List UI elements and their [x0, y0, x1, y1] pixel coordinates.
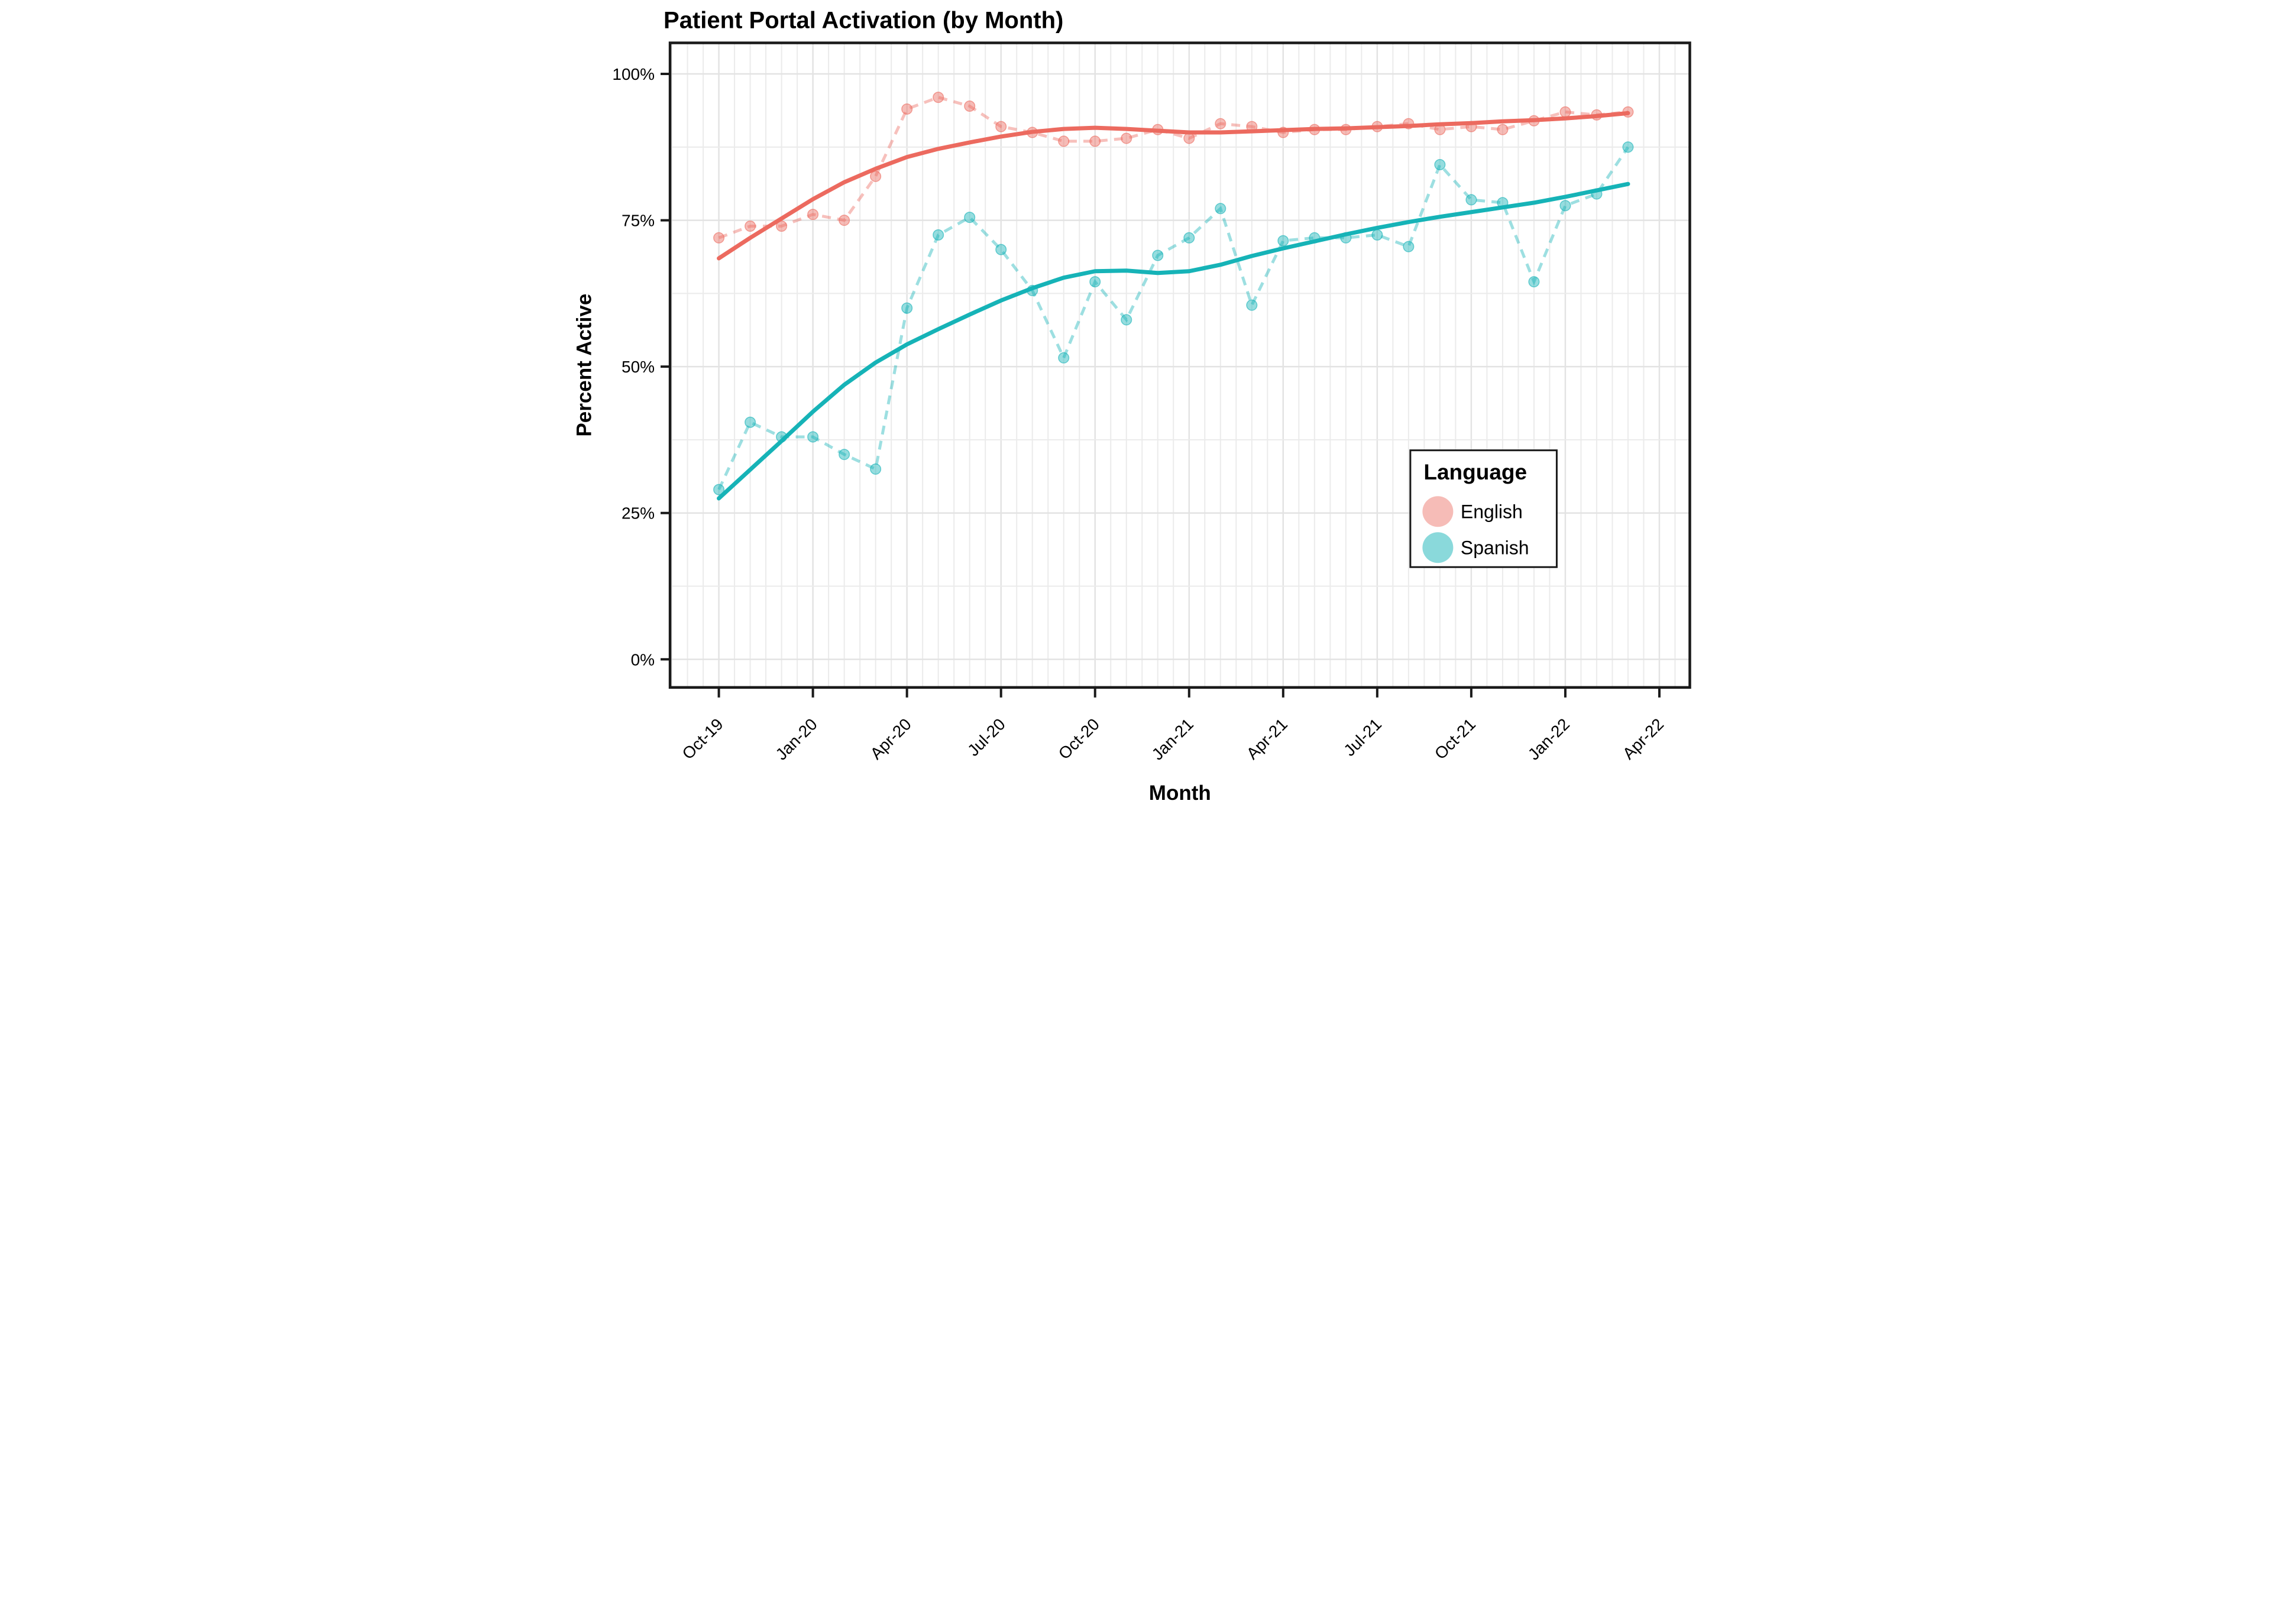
legend-label-english: English — [1460, 501, 1522, 523]
english-data-point — [932, 92, 944, 103]
plot-panel-background — [669, 43, 1690, 688]
english-data-point — [995, 121, 1007, 132]
y-axis-tick-label: 0% — [630, 650, 654, 669]
spanish-data-point — [1465, 194, 1477, 206]
x-axis-title: Month — [1148, 782, 1211, 805]
spanish-data-point — [1026, 284, 1038, 296]
english-data-point — [775, 220, 787, 232]
y-axis-tick-label: 25% — [621, 504, 654, 523]
spanish-data-point — [713, 484, 724, 495]
patient-portal-activation-chart: Patient Portal Activation (by Month) 0% 2… — [568, 0, 1707, 812]
english-data-point — [1528, 115, 1539, 127]
chart-frame: Patient Portal Activation (by Month) 0% 2… — [568, 0, 1707, 812]
english-data-point — [1089, 135, 1101, 147]
english-data-point — [1339, 124, 1351, 135]
english-data-point — [1245, 121, 1257, 132]
legend: Language English Spanish — [1409, 449, 1558, 568]
english-data-point — [1120, 132, 1132, 144]
english-data-point — [1151, 124, 1163, 135]
spanish-data-point — [1528, 276, 1539, 288]
english-data-point — [1559, 106, 1571, 118]
legend-box — [1409, 449, 1558, 568]
english-data-point — [1057, 135, 1069, 147]
english-data-point — [1026, 127, 1038, 138]
gridlines — [669, 43, 1690, 688]
spanish-data-point — [901, 302, 912, 314]
english-data-point — [1590, 109, 1602, 121]
chart-title: Patient Portal Activation (by Month) — [664, 8, 1063, 34]
spanish-data-point — [1371, 229, 1383, 241]
x-axis-tick-label: Apr-22 — [1619, 715, 1666, 763]
english-data-point — [838, 215, 850, 226]
legend-swatch-spanish — [1422, 532, 1453, 563]
x-axis-tick-label: Jul-20 — [964, 715, 1009, 760]
spanish-data-point — [1433, 159, 1445, 171]
y-axis-tick-label: 75% — [621, 212, 654, 230]
english-data-point — [1622, 106, 1633, 118]
spanish-data-point — [1214, 203, 1226, 215]
x-axis-tick-label: Jan-22 — [1524, 715, 1572, 763]
english-data-point — [869, 170, 881, 182]
x-axis-tick-label: Jul-21 — [1340, 715, 1385, 760]
spanish-data-point — [932, 229, 944, 241]
spanish-data-point — [1622, 141, 1633, 153]
spanish-data-point — [1402, 241, 1414, 252]
spanish-data-point — [1496, 197, 1508, 209]
spanish-data-point — [1057, 352, 1069, 364]
plot-panel-border — [668, 41, 1691, 689]
x-axis-tick-label: Oct-19 — [678, 715, 726, 763]
spanish-data-point — [838, 449, 850, 461]
spanish-data-point — [807, 431, 818, 443]
spanish-data-point — [1245, 299, 1257, 311]
spanish-data-point — [1559, 200, 1571, 212]
spanish-data-point — [744, 416, 756, 428]
english-data-point — [807, 209, 818, 221]
x-axis-tick-label: Oct-20 — [1054, 715, 1102, 763]
legend-swatch-english — [1422, 496, 1453, 527]
x-axis-tick-label: Jan-20 — [772, 715, 820, 763]
x-axis-tick-label: Apr-21 — [1242, 715, 1290, 763]
english-data-point — [1277, 127, 1289, 138]
english-data-point — [901, 103, 912, 115]
english-data-point — [1402, 118, 1414, 129]
spanish-data-point — [1183, 232, 1195, 244]
english-data-point — [1183, 132, 1195, 144]
english-data-point — [1433, 124, 1445, 135]
spanish-data-point — [775, 431, 787, 443]
x-axis-tick-label: Jan-21 — [1148, 715, 1196, 763]
spanish-data-point — [1120, 314, 1132, 326]
x-axis-tick-label: Apr-20 — [866, 715, 914, 763]
english-data-point — [1214, 118, 1226, 129]
spanish-data-point — [1590, 188, 1602, 200]
spanish-data-point — [1089, 276, 1101, 288]
english-data-point — [744, 220, 756, 232]
y-axis-tick-label: 50% — [621, 358, 654, 376]
english-data-point — [1465, 121, 1477, 132]
x-axis-tick-label: Oct-21 — [1431, 715, 1478, 763]
english-data-point — [713, 232, 724, 244]
english-trend-line — [716, 111, 1630, 261]
spanish-data-point — [869, 463, 881, 475]
legend-label-spanish: Spanish — [1460, 537, 1529, 559]
english-data-point — [1308, 124, 1320, 135]
spanish-data-point — [1151, 249, 1163, 261]
english-data-point — [1496, 124, 1508, 135]
data-series-layer — [713, 92, 1633, 501]
english-data-point — [963, 100, 975, 112]
english-data-point — [1371, 121, 1383, 132]
y-axis-tick-label: 100% — [612, 65, 655, 83]
legend-title: Language — [1423, 460, 1527, 484]
spanish-data-point — [963, 212, 975, 223]
spanish-data-point — [1339, 232, 1351, 244]
spanish-trend-line — [716, 181, 1630, 501]
spanish-data-point — [1308, 232, 1320, 244]
y-axis-title: Percent Active — [572, 294, 596, 437]
spanish-data-point — [1277, 235, 1289, 247]
spanish-data-point — [995, 244, 1007, 255]
